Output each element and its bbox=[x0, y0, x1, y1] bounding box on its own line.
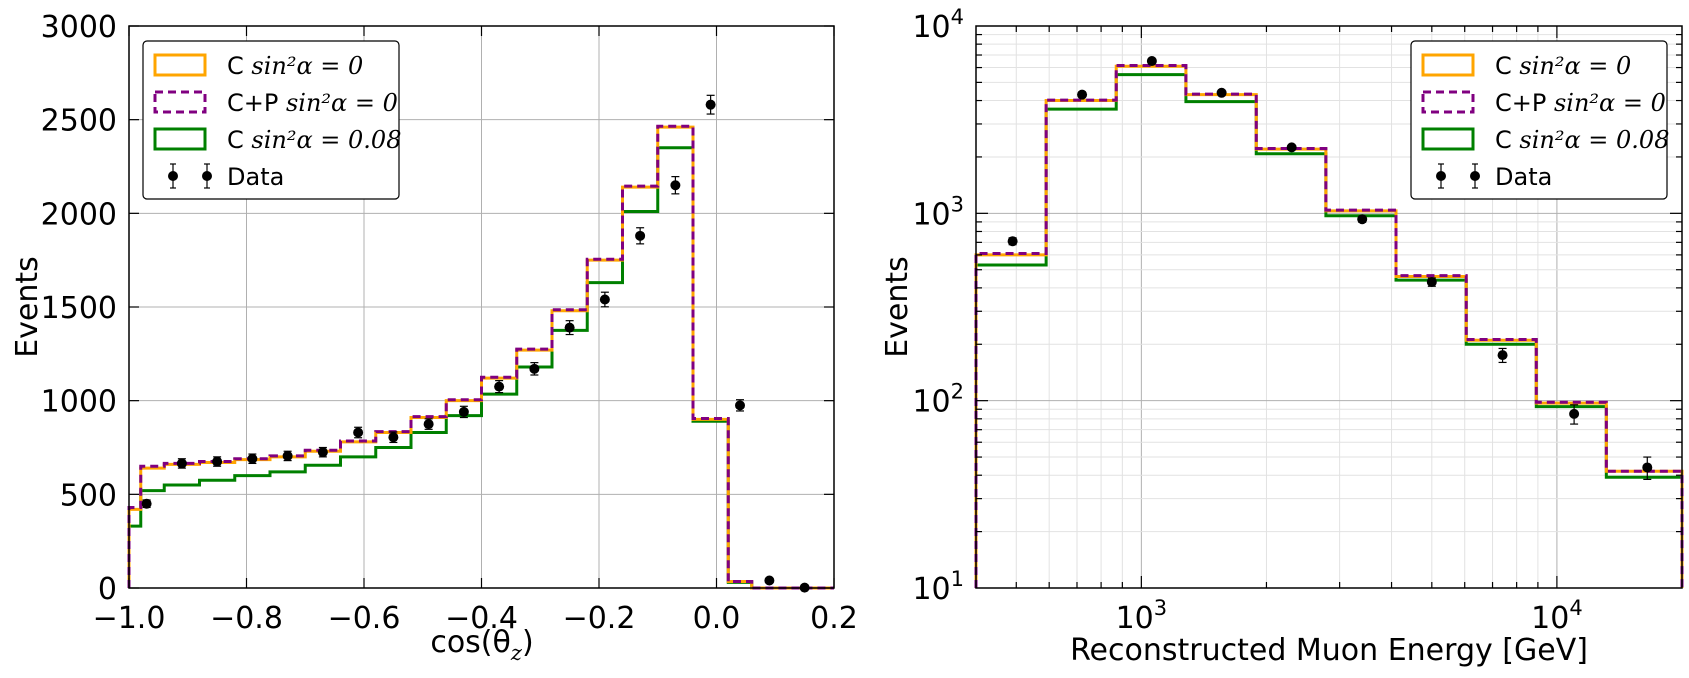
right-axes-frame bbox=[975, 25, 1683, 589]
right-y-tick-label: 103 bbox=[912, 192, 964, 232]
right-series-c_zero bbox=[974, 64, 1684, 588]
left-data-point bbox=[735, 400, 745, 411]
left-series bbox=[127, 124, 834, 590]
left-y-tick-label: 3000 bbox=[41, 10, 117, 45]
left-y-tick-label: 0 bbox=[98, 572, 117, 607]
left-legend-data-marker bbox=[202, 171, 212, 181]
left-data-point bbox=[176, 458, 187, 469]
left-legend-label-data: Data bbox=[227, 163, 284, 191]
left-x-tick-label: 0.0 bbox=[693, 601, 741, 636]
left-legend: C sin²α = 0 C+P sin²α = 0 C sin²α = 0.08 Da… bbox=[142, 40, 401, 200]
left-data-point bbox=[423, 419, 434, 430]
right-panel: 103 104 101 102 103 104 Events Reconstructed … bbox=[880, 5, 1684, 668]
right-data-point bbox=[1569, 408, 1580, 419]
left-x-tick-label: −1.0 bbox=[93, 601, 166, 636]
left-x-tick-label: −0.2 bbox=[563, 601, 636, 636]
right-series bbox=[974, 64, 1684, 588]
left-y-tick-label: 1000 bbox=[41, 385, 117, 420]
left-legend-label-c_zero: C sin²α = 0 bbox=[227, 52, 363, 80]
left-x-tick-label: 0.2 bbox=[810, 601, 858, 636]
left-ticks: −1.0 −0.8 −0.6 −0.4 −0.2 0.0 0.2 0 500 1000 1500 20… bbox=[41, 10, 858, 636]
right-legend-data-marker bbox=[1436, 171, 1446, 181]
left-data-point bbox=[764, 575, 775, 586]
left-data-points bbox=[141, 94, 810, 593]
left-y-tick-label: 2000 bbox=[41, 197, 117, 232]
right-data-point bbox=[1216, 87, 1227, 98]
left-legend-box bbox=[142, 40, 400, 200]
left-data-point bbox=[282, 450, 293, 461]
left-legend-swatch-c_zero bbox=[153, 53, 207, 77]
right-data-point bbox=[1642, 462, 1653, 473]
left-data-point bbox=[670, 180, 681, 191]
right-legend-label-c_008: C sin²α = 0.08 bbox=[1495, 126, 1669, 154]
left-x-tick-label: −0.6 bbox=[328, 601, 401, 636]
left-data-point bbox=[458, 406, 469, 417]
left-data-point bbox=[705, 99, 716, 110]
right-x-tick-label: 103 bbox=[1116, 596, 1168, 636]
left-y-tick-label: 1500 bbox=[41, 291, 117, 326]
left-data-point bbox=[635, 230, 646, 241]
right-y-tick-label: 104 bbox=[912, 5, 964, 45]
left-legend-data-marker bbox=[168, 171, 178, 181]
right-data-point bbox=[1077, 89, 1088, 100]
right-y-tick-label: 102 bbox=[912, 380, 964, 420]
right-legend-label-c_zero: C sin²α = 0 bbox=[1495, 52, 1631, 80]
right-data-points bbox=[1007, 56, 1653, 480]
right-legend-label-data: Data bbox=[1495, 163, 1552, 191]
left-legend-swatch-cp_zero bbox=[153, 90, 207, 114]
right-x-tick-label: 104 bbox=[1531, 596, 1583, 636]
left-ylabel: Events bbox=[10, 256, 45, 358]
left-legend-label-cp_zero: C+P sin²α = 0 bbox=[227, 89, 398, 117]
right-data-point bbox=[1497, 350, 1508, 361]
right-ticks: 103 104 101 102 103 104 bbox=[912, 5, 1682, 636]
left-data-point bbox=[529, 363, 540, 374]
left-data-point bbox=[247, 453, 258, 464]
left-legend-swatch-c_008 bbox=[153, 127, 207, 151]
right-xlabel: Reconstructed Muon Energy [GeV] bbox=[1070, 633, 1588, 668]
right-data-point bbox=[1146, 56, 1157, 67]
right-data-point bbox=[1426, 276, 1437, 287]
right-legend-swatch-c_008 bbox=[1421, 127, 1475, 151]
right-legend-swatch-cp_zero bbox=[1421, 90, 1475, 114]
left-x-tick-label: −0.8 bbox=[210, 601, 283, 636]
left-data-point bbox=[141, 498, 152, 509]
left-data-point bbox=[388, 432, 399, 443]
left-y-tick-label: 500 bbox=[60, 478, 117, 513]
right-legend-box bbox=[1410, 40, 1668, 200]
left-data-point bbox=[212, 456, 223, 467]
left-data-point bbox=[599, 294, 610, 305]
right-legend-label-cp_zero: C+P sin²α = 0 bbox=[1495, 89, 1666, 117]
left-legend-label-c_008: C sin²α = 0.08 bbox=[227, 126, 401, 154]
right-legend-data-marker bbox=[1470, 171, 1480, 181]
left-xlabel: cos(θz) bbox=[430, 625, 533, 665]
left-data-point bbox=[317, 447, 328, 458]
right-legend: C sin²α = 0 C+P sin²α = 0 C sin²α = 0.08 Da… bbox=[1410, 40, 1669, 200]
right-data-point bbox=[1007, 236, 1018, 247]
left-data-point bbox=[564, 322, 575, 333]
left-panel: −1.0 −0.8 −0.6 −0.4 −0.2 0.0 0.2 0 500 1000 1500 20… bbox=[10, 10, 858, 665]
right-legend-swatch-c_zero bbox=[1421, 53, 1475, 77]
left-series-cp_zero bbox=[127, 124, 834, 590]
right-y-tick-label: 101 bbox=[912, 567, 964, 607]
left-data-point bbox=[353, 427, 364, 438]
right-data-point bbox=[1357, 214, 1368, 225]
left-y-tick-label: 2500 bbox=[41, 104, 117, 139]
right-ylabel: Events bbox=[880, 256, 915, 358]
left-x-tick-label: −0.4 bbox=[445, 601, 518, 636]
right-data-point bbox=[1286, 142, 1297, 153]
left-data-point bbox=[494, 381, 505, 392]
